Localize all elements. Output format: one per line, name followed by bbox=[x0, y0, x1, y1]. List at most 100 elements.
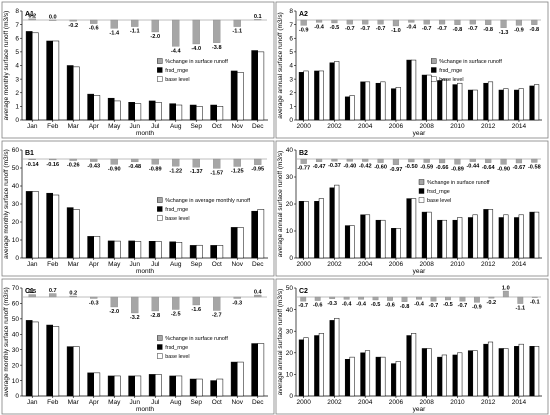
bar-pct-change bbox=[192, 19, 200, 45]
bar-pct-change bbox=[254, 158, 262, 165]
bar-base-level bbox=[216, 245, 224, 259]
bar-pct-change bbox=[300, 296, 307, 302]
bar-base-level bbox=[237, 227, 244, 259]
panel-label: A1 bbox=[25, 11, 34, 18]
y-tick-label: 40 bbox=[12, 183, 20, 190]
pct-change-label: -0.89 bbox=[451, 166, 464, 172]
bar-base-level bbox=[114, 375, 121, 397]
x-tick-label: 2014 bbox=[512, 399, 527, 406]
bar-base-level bbox=[472, 350, 478, 397]
pct-change-label: -0.4 bbox=[356, 301, 367, 307]
y-tick-label: 5 bbox=[289, 49, 293, 56]
bar-frsd-rnge bbox=[529, 211, 535, 259]
bar-frsd-rnge bbox=[46, 324, 53, 397]
x-tick-label: May bbox=[108, 123, 121, 130]
x-tick-label: 2000 bbox=[296, 123, 311, 130]
bar-pct-change bbox=[151, 19, 159, 33]
x-tick-label: 2014 bbox=[512, 261, 527, 268]
bar-frsd-rnge bbox=[66, 346, 74, 397]
x-tick-label: Dec bbox=[252, 261, 264, 268]
bar-frsd-rnge bbox=[148, 374, 156, 397]
bar-pct-change bbox=[172, 19, 180, 47]
pct-change-label: -0.50 bbox=[405, 164, 418, 170]
bar-frsd-rnge bbox=[344, 96, 351, 121]
bar-base-level bbox=[257, 209, 265, 259]
bar-frsd-rnge bbox=[529, 346, 535, 397]
x-tick-label: 2006 bbox=[389, 123, 404, 130]
bar-frsd-rnge bbox=[375, 82, 381, 121]
x-tick-label: Oct bbox=[212, 123, 222, 130]
bar-base-level bbox=[441, 78, 447, 121]
pct-change-label: -0.89 bbox=[149, 166, 162, 172]
bar-frsd-rnge bbox=[360, 214, 366, 259]
x-tick-label: Nov bbox=[231, 399, 243, 406]
bar-frsd-rnge bbox=[169, 375, 177, 397]
bar-frsd-rnge bbox=[452, 219, 458, 259]
x-tick-label: Apr bbox=[89, 399, 100, 406]
x-tick-label: Aug bbox=[170, 399, 182, 406]
pct-change-label: -0.2 bbox=[487, 300, 497, 306]
bar-base-level bbox=[364, 214, 371, 259]
x-tick-label: Jun bbox=[130, 399, 141, 406]
bar-base-level bbox=[134, 375, 142, 397]
bar-frsd-rnge bbox=[329, 62, 335, 121]
pct-change-label: -0.95 bbox=[251, 167, 264, 173]
bar-frsd-rnge bbox=[230, 70, 238, 121]
bar-pct-change bbox=[131, 158, 139, 163]
bar-base-level bbox=[175, 242, 183, 259]
legend-base-level-swatch bbox=[418, 197, 425, 203]
bar-frsd-rnge bbox=[210, 104, 218, 121]
bar-base-level bbox=[334, 184, 340, 259]
x-tick-label: Apr bbox=[89, 261, 100, 268]
pct-change-label: -1.6 bbox=[191, 307, 201, 313]
bar-frsd-rnge bbox=[437, 80, 443, 121]
legend-frsd-rnge-text: frsd_rnge bbox=[165, 68, 188, 74]
y-tick-label: 30 bbox=[12, 347, 20, 354]
bar-base-level bbox=[257, 343, 265, 397]
bar-frsd-rnge bbox=[128, 102, 136, 121]
pct-change-label: -0.4 bbox=[414, 301, 425, 307]
bar-pct-change bbox=[401, 296, 408, 302]
x-tick-label: Aug bbox=[170, 123, 182, 130]
y-tick-label: 20 bbox=[12, 219, 20, 226]
pct-change-label: -2.7 bbox=[212, 313, 222, 319]
bar-frsd-rnge bbox=[107, 240, 115, 259]
pct-change-label: -0.44 bbox=[466, 164, 480, 170]
x-tick-label: 2006 bbox=[389, 399, 404, 406]
x-tick-label: Sep bbox=[190, 261, 202, 268]
pct-change-label: -0.1 bbox=[530, 300, 540, 306]
bar-frsd-rnge bbox=[498, 348, 504, 397]
pct-change-label: 0.0 bbox=[49, 15, 57, 21]
x-tick-label: 2008 bbox=[419, 123, 434, 130]
bar-frsd-rnge bbox=[314, 70, 320, 121]
legend-base-level-swatch bbox=[157, 215, 163, 221]
pct-change-label: -0.7 bbox=[298, 303, 308, 309]
x-tick-label: Aug bbox=[170, 261, 182, 268]
x-tick-label: 2006 bbox=[389, 261, 404, 268]
legend-pct-change-swatch bbox=[157, 335, 163, 341]
bar-pct-change bbox=[314, 296, 321, 301]
bar-base-level bbox=[395, 87, 401, 121]
bar-base-level bbox=[32, 321, 39, 397]
bar-pct-change bbox=[131, 296, 139, 314]
bar-pct-change bbox=[423, 19, 430, 25]
pct-change-label: -0.58 bbox=[528, 164, 541, 170]
bar-frsd-rnge bbox=[251, 50, 259, 121]
bar-frsd-rnge bbox=[298, 201, 304, 259]
bar-frsd-rnge bbox=[360, 352, 366, 397]
pct-change-label: -0.9 bbox=[514, 27, 524, 33]
y-tick-label: 40 bbox=[286, 307, 294, 314]
bar-frsd-rnge bbox=[467, 217, 474, 259]
x-tick-label: Nov bbox=[231, 261, 243, 268]
pct-change-label: -0.2 bbox=[68, 23, 78, 29]
bar-frsd-rnge bbox=[189, 245, 197, 259]
pct-change-label: -0.7 bbox=[345, 26, 355, 32]
bar-pct-change bbox=[500, 19, 507, 28]
bar-frsd-rnge bbox=[107, 97, 115, 121]
legend-base-level-swatch bbox=[157, 76, 163, 82]
bar-frsd-rnge bbox=[251, 343, 259, 397]
bar-base-level bbox=[426, 211, 432, 259]
bar-pct-change bbox=[515, 19, 523, 26]
y-tick-label: 5 bbox=[15, 49, 19, 56]
